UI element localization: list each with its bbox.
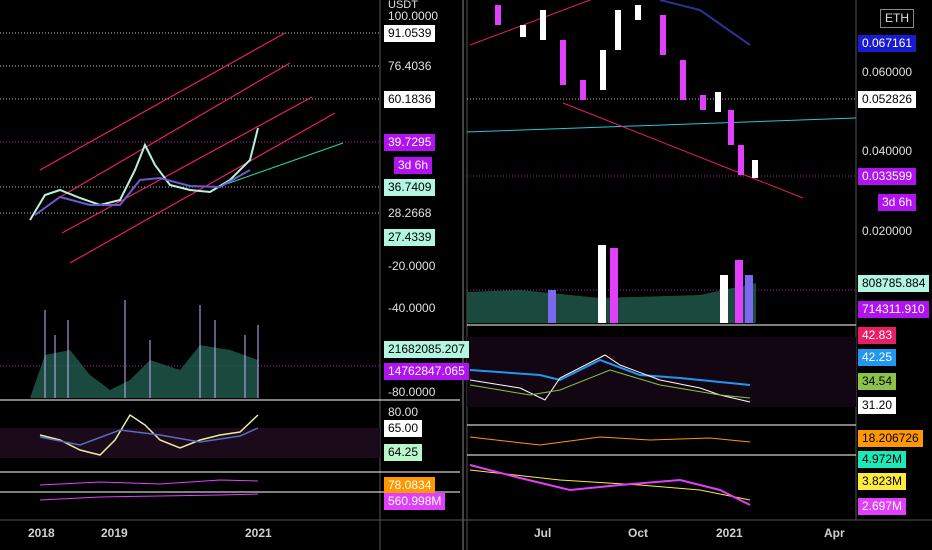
price-label: 36.7409 [384, 179, 436, 196]
time-label: 2019 [101, 526, 128, 540]
rsi-band [0, 428, 380, 458]
rsi-average [39, 427, 259, 446]
oscillator-line [469, 354, 751, 403]
price-label: 91.0539 [384, 25, 436, 42]
indicator-line [469, 436, 751, 446]
rsi-label: 80.00 [388, 405, 419, 419]
price-label: 100.0000 [388, 9, 439, 23]
trend-line [214, 142, 344, 189]
moving-average [34, 169, 251, 216]
indicator-line [469, 469, 751, 501]
price-label: 0.033599 [858, 168, 917, 185]
volume-label: 808785.884 [858, 275, 930, 292]
oscillator-label: 42.25 [858, 349, 897, 366]
indicator-line [469, 464, 751, 506]
oscillator-line [469, 358, 751, 386]
price-label: 0.052826 [858, 91, 917, 108]
indicator-label: 3.823M [858, 473, 907, 490]
indicator-line [39, 479, 259, 486]
price-label: 28.2668 [388, 206, 432, 220]
indicator-label: 18.206726 [858, 430, 923, 447]
volume-label: 714311.910 [858, 301, 929, 318]
trend-line [562, 102, 804, 199]
price-label: 39.7295 [384, 134, 436, 151]
price-label: -20.0000 [388, 259, 436, 273]
indicator-line [39, 493, 259, 501]
time-label: 2018 [28, 526, 55, 540]
time-label: Apr [824, 526, 845, 540]
time-label: 2021 [716, 526, 743, 540]
channel-lines [39, 32, 336, 264]
oscillator-line [469, 369, 751, 399]
price-label: 76.4036 [388, 59, 432, 73]
volume-label: 21682085.207 [384, 341, 469, 358]
volume-bars [548, 245, 753, 323]
indicator-label: 78.0834 [384, 477, 436, 494]
oscillator-label: 31.20 [858, 397, 897, 414]
oscillator-label: 34.54 [858, 373, 897, 390]
time-label: Jul [534, 526, 552, 540]
price-label: 0.040000 [862, 144, 913, 158]
trend-line [466, 117, 857, 133]
symbol-label: ETH [880, 9, 914, 28]
oscillator-label: 42.83 [858, 327, 897, 344]
indicator-label: 560.998M [384, 493, 446, 510]
rsi-line [39, 413, 259, 456]
price-label: 27.4339 [384, 229, 436, 246]
time-label: Oct [628, 526, 649, 540]
candles [495, 5, 758, 178]
price-label: 60.1836 [384, 91, 436, 108]
countdown-label: 3d 6h [878, 194, 917, 211]
price-label: -40.0000 [388, 301, 436, 315]
countdown-label: 3d 6h [394, 157, 433, 174]
moving-average [659, 0, 751, 46]
rsi-label: 64.25 [384, 444, 423, 461]
level-lines [467, 98, 856, 291]
time-label: 2021 [245, 526, 272, 540]
price-label: -80.0000 [388, 385, 436, 399]
price-label: 0.060000 [862, 65, 913, 79]
volume-area [30, 345, 258, 398]
price-label: 0.067161 [858, 35, 917, 52]
rsi-label: 65.00 [384, 420, 423, 437]
indicator-label: 2.697M [858, 498, 907, 515]
trend-line [469, 0, 591, 46]
price-label: 0.020000 [862, 224, 913, 238]
oscillator-band [467, 337, 856, 407]
indicator-label: 4.972M [858, 451, 907, 468]
currency-label: USDT [388, 0, 418, 11]
volume-label: 14762847.065 [384, 363, 469, 380]
volume-bars [44, 300, 259, 398]
